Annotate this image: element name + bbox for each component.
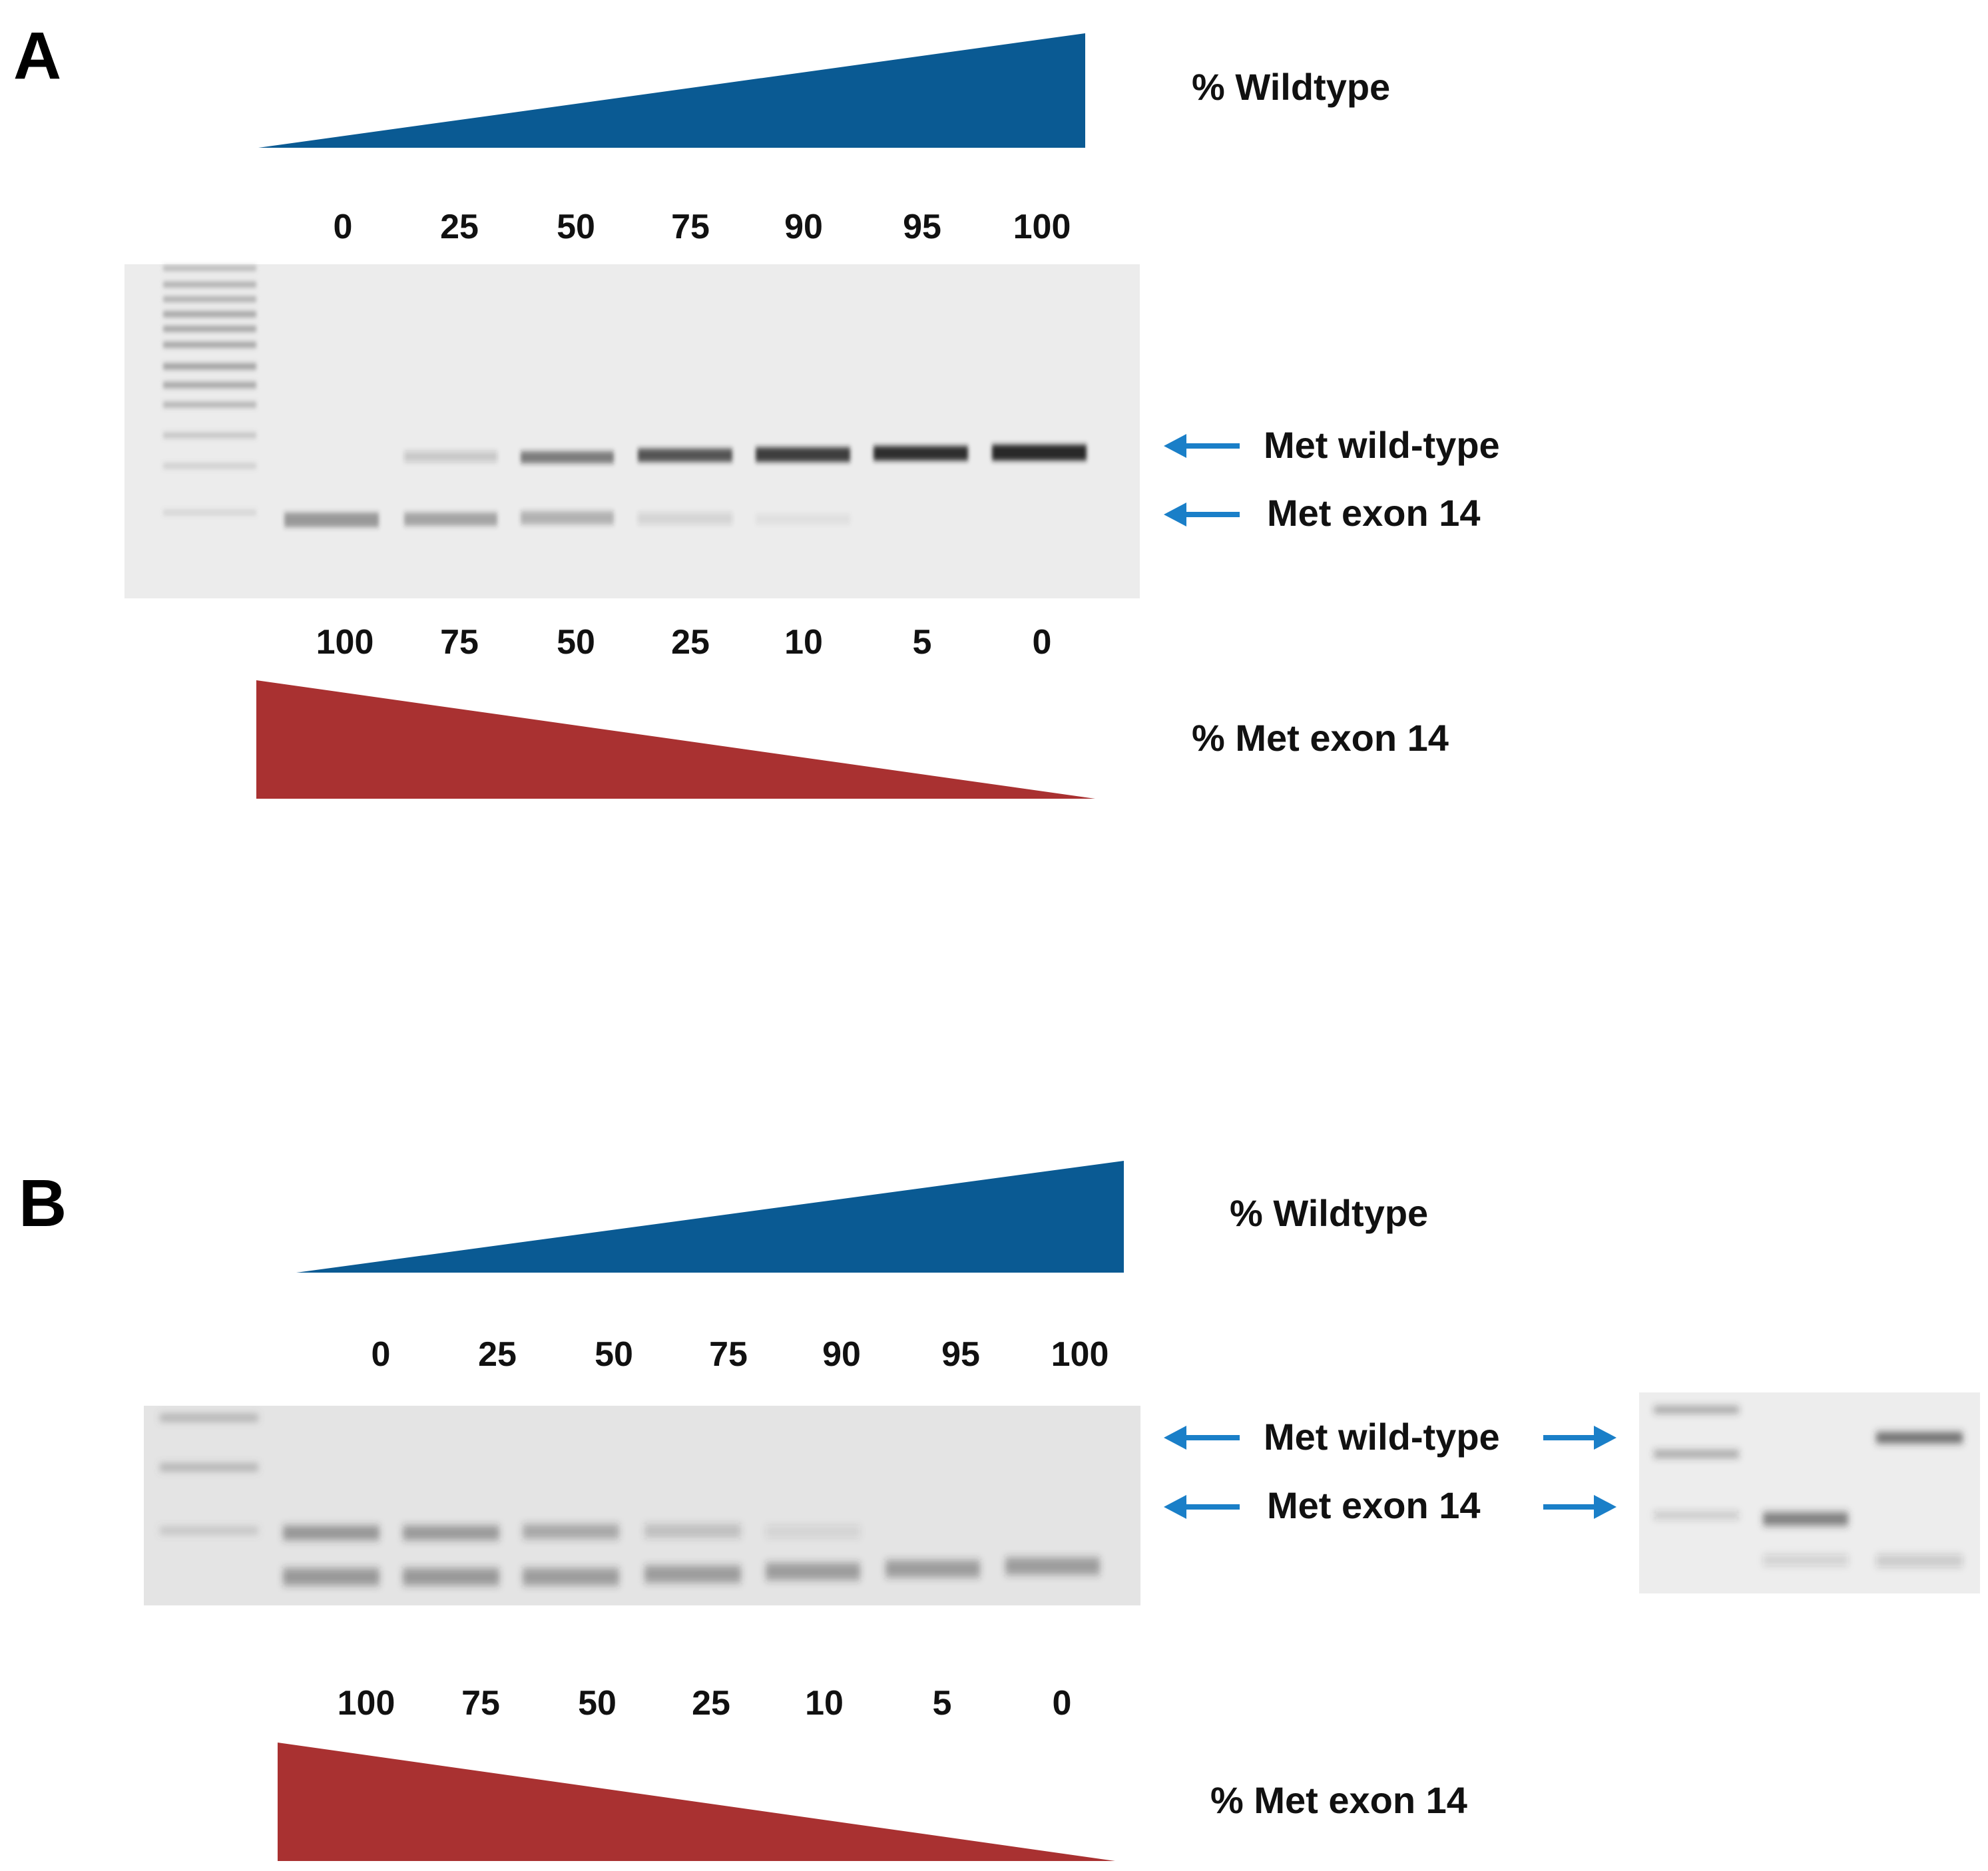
lane-label: 0 [1053, 1684, 1072, 1723]
lane-label: 25 [692, 1684, 730, 1723]
lane-label: 10 [784, 623, 823, 662]
band [756, 514, 850, 524]
exon14-bands-b [283, 1524, 860, 1540]
met-wildtype-label: Met wild-type [1264, 424, 1500, 466]
band [1876, 1432, 1963, 1443]
lower-bands-b [283, 1558, 1100, 1585]
exon14-bands-a [284, 511, 850, 527]
met-label-a: % Met exon 14 [1192, 717, 1449, 759]
band [1763, 1555, 1848, 1565]
left-arrow-icon [1164, 503, 1186, 526]
met-label-b: % Met exon 14 [1210, 1779, 1467, 1821]
met-wildtype-label: Met wild-type [1264, 1416, 1500, 1458]
lane-label: 5 [913, 623, 932, 662]
band [885, 1560, 980, 1577]
lane-label: 100 [1013, 208, 1071, 246]
right-arrow-icon [1594, 1426, 1616, 1450]
lane-label: 25 [478, 1335, 517, 1374]
panel-a-letter: A [13, 19, 61, 93]
lane-label: 90 [784, 208, 823, 246]
right-arrow-icon [1594, 1495, 1616, 1519]
lane-label: 75 [440, 623, 479, 662]
wildtype-label-b: % Wildtype [1230, 1192, 1428, 1234]
band [1654, 1407, 1739, 1412]
lane-label: 75 [709, 1335, 748, 1374]
lane-label: 0 [334, 208, 353, 246]
left-arrow-icon [1164, 1426, 1186, 1450]
band [644, 1524, 741, 1538]
band-label-wildtype-a: Met wild-type [1164, 424, 1500, 466]
band [1654, 1451, 1739, 1457]
band [638, 513, 732, 524]
lane-label: 95 [941, 1335, 980, 1374]
band [638, 449, 732, 462]
met-percent-row-b: 100 75 50 25 10 5 0 [338, 1684, 1072, 1723]
lane-label: 0 [1033, 623, 1052, 662]
met-percent-row-a: 100 75 50 25 10 5 0 [316, 623, 1052, 662]
lane-label: 10 [805, 1684, 844, 1723]
band [403, 1568, 499, 1585]
band [523, 1568, 619, 1585]
lane-label: 50 [595, 1335, 633, 1374]
band [521, 451, 614, 463]
band [644, 1565, 741, 1583]
wildtype-percent-row-b: 0 25 50 75 90 95 100 [372, 1335, 1109, 1374]
band [523, 1524, 619, 1539]
band [283, 1568, 379, 1585]
wildtype-bands-a [404, 445, 1087, 463]
lane-label: 50 [557, 208, 595, 246]
panel-b: B % Wildtype 0 25 50 75 90 95 100 [19, 1161, 1980, 1861]
ladder-b [160, 1415, 258, 1534]
lane-label: 5 [933, 1684, 952, 1723]
left-arrow-icon [1164, 434, 1186, 458]
panel-a: A % Wildtype 0 25 50 75 90 95 100 [13, 19, 1500, 799]
band [756, 447, 850, 462]
lane-label: 50 [557, 623, 595, 662]
band [404, 513, 497, 526]
lane-label: 75 [671, 208, 710, 246]
lane-label: 25 [671, 623, 710, 662]
band [766, 1526, 860, 1538]
band [766, 1563, 860, 1580]
band [1876, 1555, 1963, 1567]
band [283, 1526, 379, 1540]
lane-label: 95 [903, 208, 941, 246]
lane-label: 25 [440, 208, 479, 246]
band [1005, 1558, 1100, 1575]
wildtype-percent-row-a: 0 25 50 75 90 95 100 [334, 208, 1071, 246]
lane-label: 100 [1051, 1335, 1109, 1374]
left-arrow-icon [1164, 1495, 1186, 1519]
band [521, 511, 614, 524]
wildtype-wedge-b [296, 1161, 1124, 1273]
lane-label: 50 [578, 1684, 617, 1723]
gel-inset-b [1639, 1392, 1980, 1593]
band-label-wildtype-b: Met wild-type [1164, 1416, 1616, 1458]
met-wedge-a [256, 680, 1095, 799]
met-wedge-b [278, 1743, 1115, 1861]
ladder-a [163, 266, 256, 515]
lane-label: 100 [338, 1684, 395, 1723]
band [404, 451, 497, 462]
lane-label: 0 [372, 1335, 391, 1374]
band [873, 446, 968, 461]
band-label-exon14-a: Met exon 14 [1164, 492, 1481, 534]
lane-label: 75 [461, 1684, 500, 1723]
wildtype-wedge-a [258, 33, 1085, 148]
met-exon14-label: Met exon 14 [1267, 492, 1481, 534]
band [1654, 1512, 1739, 1518]
met-exon14-label: Met exon 14 [1267, 1484, 1481, 1526]
gel-image-a [124, 264, 1140, 598]
lane-label: 100 [316, 623, 374, 662]
panel-b-letter: B [19, 1166, 67, 1241]
band [992, 445, 1087, 461]
band-label-exon14-b: Met exon 14 [1164, 1484, 1616, 1526]
band [1763, 1512, 1848, 1526]
gel-image-b [144, 1406, 1140, 1605]
band [284, 513, 379, 527]
band [403, 1526, 499, 1540]
wildtype-label-a: % Wildtype [1192, 66, 1390, 108]
lane-label: 90 [822, 1335, 861, 1374]
